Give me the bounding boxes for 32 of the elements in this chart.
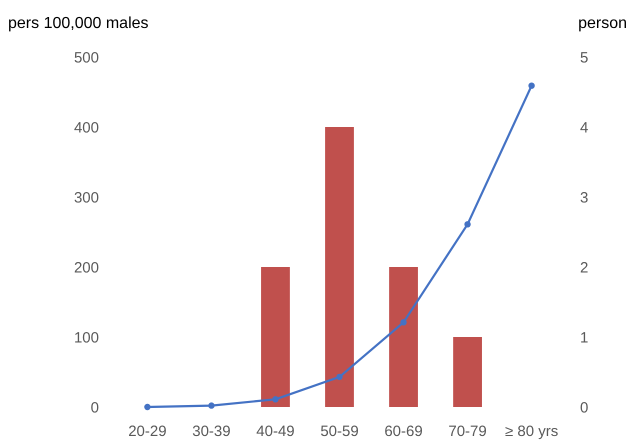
y-tick-label: 0: [90, 399, 99, 416]
bar: [453, 337, 482, 407]
bar: [325, 127, 354, 407]
y-tick-label: 300: [74, 189, 99, 206]
y-tick-label: 200: [74, 259, 99, 276]
x-tick-label: ≥ 80 yrs: [504, 423, 558, 440]
y2-tick-label: 5: [580, 49, 588, 66]
point: [272, 396, 279, 402]
x-tick-label: 30-39: [192, 423, 231, 440]
y-tick-label: 400: [74, 119, 99, 136]
y2-tick-label: 3: [580, 189, 588, 206]
y2-tick-label: 0: [580, 399, 588, 416]
x-tick-label: 70-79: [448, 423, 487, 440]
x-tick-label: 40-49: [256, 423, 295, 440]
y2-tick-label: 4: [580, 119, 588, 136]
y2-axis-title: person: [578, 15, 627, 32]
y-axis-title: pers 100,000 males: [8, 15, 149, 32]
y-tick-label: 500: [74, 49, 99, 66]
point: [336, 374, 343, 380]
point: [528, 82, 535, 89]
x-tick-label: 20-29: [128, 423, 167, 440]
x-tick-label: 60-69: [384, 423, 423, 440]
point: [464, 221, 471, 228]
point: [400, 319, 407, 326]
x-tick-label: 50-59: [320, 423, 359, 440]
point: [208, 402, 215, 409]
bar: [389, 267, 418, 407]
y-tick-label: 100: [74, 329, 99, 346]
y2-tick-label: 1: [580, 329, 588, 346]
point: [144, 404, 151, 410]
bar: [261, 267, 290, 407]
y2-tick-label: 2: [580, 259, 588, 276]
